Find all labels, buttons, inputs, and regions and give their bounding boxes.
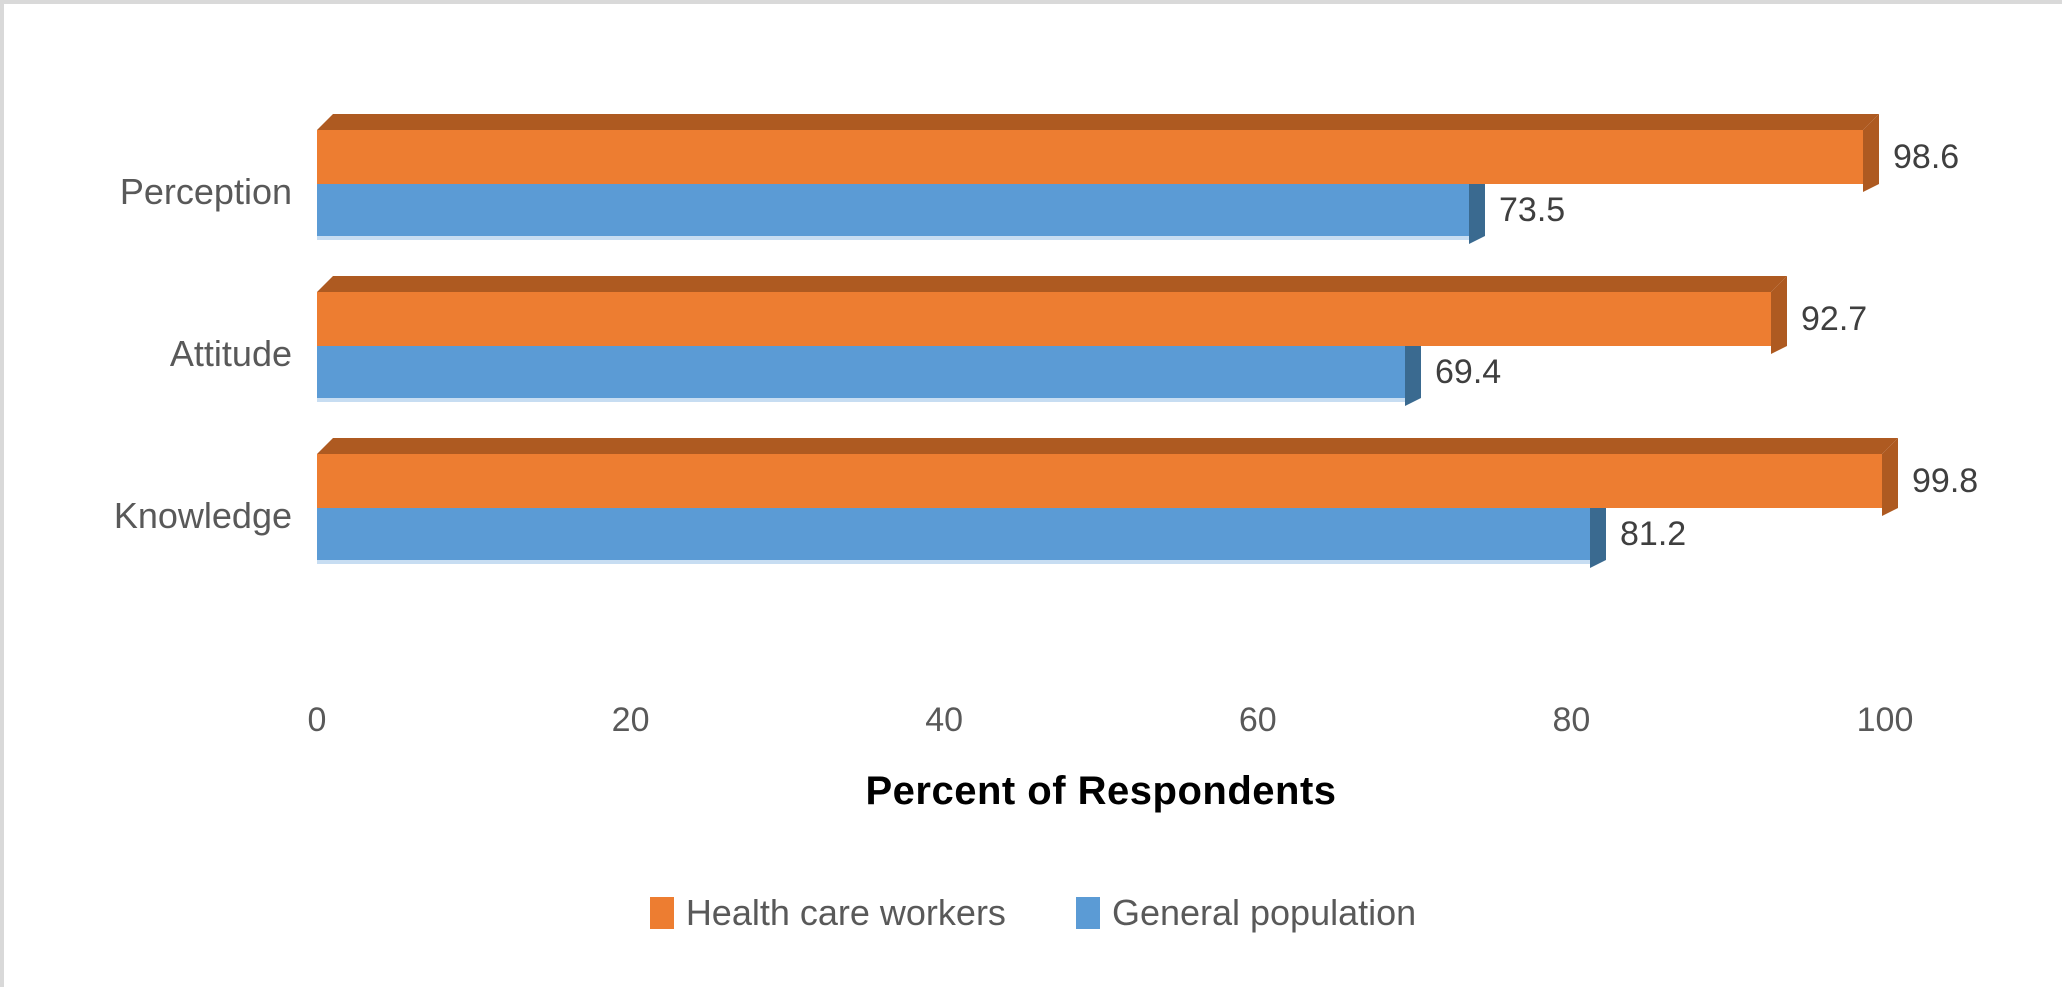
bar-bottom-edge-general-population-knowledge xyxy=(317,560,1590,564)
data-label-health-care-workers-knowledge: 99.8 xyxy=(1912,462,1979,500)
category-label-attitude: Attitude xyxy=(169,333,292,374)
bar-end-face-health-care-workers-knowledge xyxy=(1882,438,1898,516)
data-label-general-population-knowledge: 81.2 xyxy=(1620,515,1687,553)
legend-marker-health-care-workers xyxy=(649,897,674,929)
legend-label-general-population: General population xyxy=(1111,892,1417,933)
category-label-knowledge: Knowledge xyxy=(113,495,292,536)
bar-end-face-general-population-perception xyxy=(1469,184,1485,244)
bar-health-care-workers-perception xyxy=(317,130,1863,184)
bar-top-face-health-care-workers-perception xyxy=(317,114,1879,130)
bar-general-population-perception xyxy=(317,184,1469,236)
category-label-perception: Perception xyxy=(119,171,292,212)
x-axis-tick-0: 0 xyxy=(307,701,327,739)
bar-group-attitude: 92.7 69.4 xyxy=(317,276,2057,408)
bar-bottom-edge-general-population-perception xyxy=(317,236,1469,240)
data-label-general-population-attitude: 69.4 xyxy=(1435,353,1502,391)
bar-group-knowledge: 99.8 81.2 xyxy=(317,438,2057,570)
x-axis-tick-100: 100 xyxy=(1856,701,1914,739)
bar-top-face-health-care-workers-knowledge xyxy=(317,438,1898,454)
x-axis-tick-60: 60 xyxy=(1238,701,1277,739)
data-label-health-care-workers-attitude: 92.7 xyxy=(1801,300,1868,338)
bar-general-population-knowledge xyxy=(317,508,1590,560)
bar-top-face-health-care-workers-attitude xyxy=(317,276,1787,292)
data-label-health-care-workers-perception: 98.6 xyxy=(1893,138,1960,176)
legend-marker-general-population xyxy=(1075,897,1100,929)
bar-health-care-workers-knowledge xyxy=(317,454,1882,508)
data-label-general-population-perception: 73.5 xyxy=(1499,191,1566,229)
legend-entry-health-care-workers: Health care workers xyxy=(649,892,1006,934)
x-axis-tick-80: 80 xyxy=(1552,701,1591,739)
chart-legend: Health care workers General population xyxy=(4,892,2062,934)
bar-end-face-health-care-workers-attitude xyxy=(1771,276,1787,354)
legend-label-health-care-workers: Health care workers xyxy=(685,892,1006,933)
bar-general-population-attitude xyxy=(317,346,1405,398)
bar-end-face-health-care-workers-perception xyxy=(1863,114,1879,192)
x-axis-tick-20: 20 xyxy=(611,701,650,739)
bar-health-care-workers-attitude xyxy=(317,292,1771,346)
bar-end-face-general-population-attitude xyxy=(1405,346,1421,406)
x-axis-title: Percent of Respondents xyxy=(865,769,1337,813)
x-axis-tick-40: 40 xyxy=(925,701,964,739)
bar-bottom-edge-general-population-attitude xyxy=(317,398,1405,402)
bar-end-face-general-population-knowledge xyxy=(1590,508,1606,568)
legend-entry-general-population: General population xyxy=(1075,892,1417,934)
bar-group-perception: 98.6 73.5 xyxy=(317,114,2057,246)
